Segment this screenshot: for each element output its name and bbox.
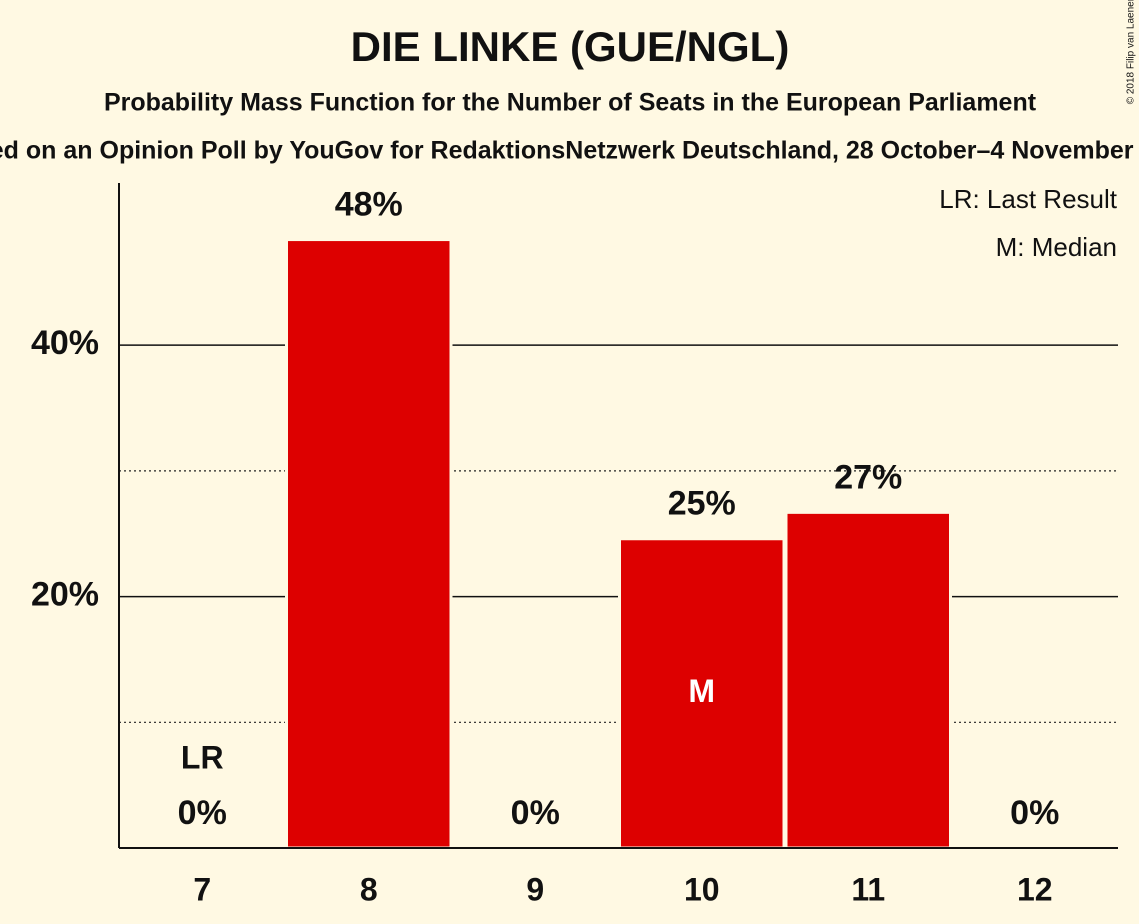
y-tick-label: 20% <box>31 576 99 614</box>
x-tick-label: 12 <box>1017 871 1053 907</box>
chart-caption: Based on an Opinion Poll by YouGov for R… <box>0 137 1139 165</box>
x-tick-label: 9 <box>526 871 544 907</box>
x-tick-label: 8 <box>360 871 378 907</box>
bar <box>784 510 952 850</box>
value-label: 0% <box>511 794 560 832</box>
value-label: 25% <box>668 485 736 523</box>
marker-label: LR <box>181 739 224 775</box>
y-tick-label: 40% <box>31 324 99 362</box>
x-tick-label: 10 <box>684 871 720 907</box>
copyright: © 2018 Filip van Laenen <box>1126 0 1137 104</box>
value-label: 48% <box>335 186 403 224</box>
legend-entry: LR: Last Result <box>939 184 1118 214</box>
chart-title: DIE LINKE (GUE/NGL) <box>351 23 790 70</box>
value-label: 0% <box>1010 794 1059 832</box>
value-label: 27% <box>834 458 902 496</box>
marker-label: M <box>688 673 715 709</box>
value-label: 0% <box>178 794 227 832</box>
chart-subtitle: Probability Mass Function for the Number… <box>104 89 1037 117</box>
bar <box>285 238 453 850</box>
bar <box>618 537 786 850</box>
x-tick-label: 11 <box>851 871 885 907</box>
legend-entry: M: Median <box>996 232 1117 262</box>
x-tick-label: 7 <box>193 871 211 907</box>
